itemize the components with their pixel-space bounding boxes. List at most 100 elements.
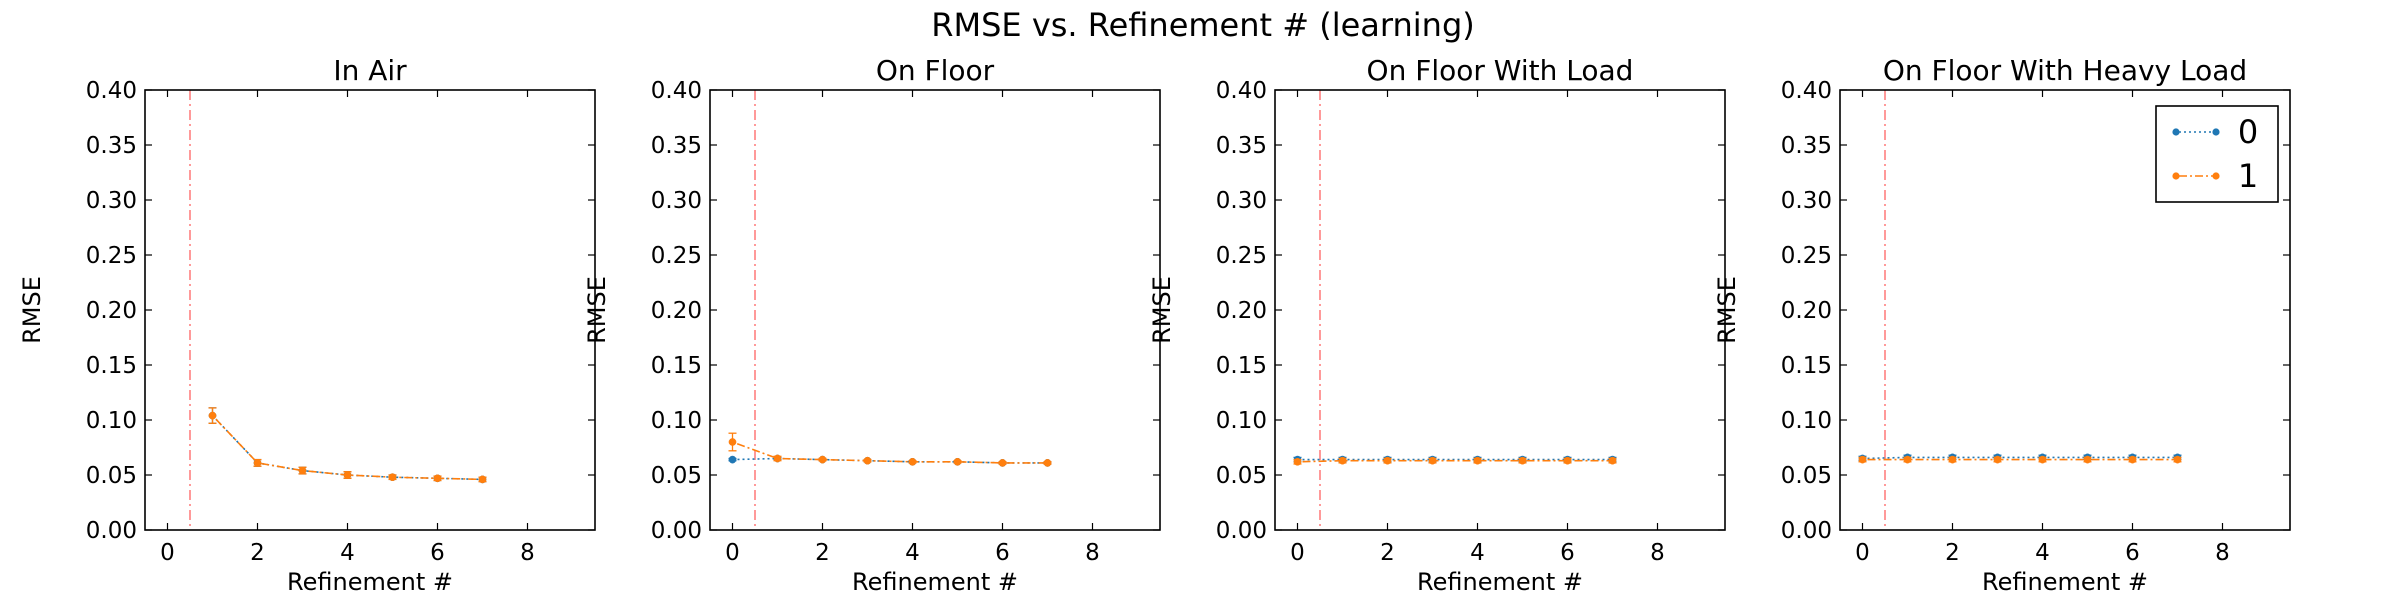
- x-tick-label: 8: [520, 540, 535, 566]
- data-point: [478, 475, 487, 484]
- y-tick-label: 0.30: [86, 188, 137, 214]
- axes-frame: [1274, 89, 1726, 531]
- data-point: [1428, 456, 1437, 465]
- y-tick-label: 0.40: [1781, 78, 1832, 104]
- axes-frame: [709, 89, 1161, 531]
- y-tick-label: 0.25: [86, 243, 137, 269]
- data-point: [863, 456, 872, 465]
- data-point: [1338, 456, 1347, 465]
- y-tick-label: 0.00: [86, 518, 137, 544]
- panel-title: On Floor With Heavy Load: [1883, 54, 2247, 87]
- data-point: [343, 471, 352, 479]
- chart-panel-0: In Air 0.00 0.05 0.10 0.15 0.20 0.25 0.30 0.35 0.…: [18, 54, 596, 596]
- x-tick-label: 6: [2125, 540, 2140, 566]
- legend-marker: [2212, 128, 2220, 136]
- y-tick-label: 0.15: [1781, 353, 1832, 379]
- legend-marker: [2172, 172, 2180, 180]
- x-tick-label: 0: [1290, 540, 1305, 566]
- data-point: [728, 438, 737, 446]
- series-1: [208, 407, 487, 484]
- x-tick-label: 0: [725, 540, 740, 566]
- y-tick-label: 0.15: [1216, 353, 1267, 379]
- data-point: [2173, 455, 2182, 464]
- x-tick-label: 4: [905, 540, 920, 566]
- y-tick-label: 0.15: [86, 353, 137, 379]
- x-tick-label: 8: [1650, 540, 1665, 566]
- y-tick-label: 0.35: [1216, 133, 1267, 159]
- y-tick-label: 0.25: [1216, 243, 1267, 269]
- y-tick-label: 0.05: [1781, 463, 1832, 489]
- panel-title: On Floor: [876, 54, 995, 87]
- x-tick-label: 8: [2215, 540, 2230, 566]
- data-point: [728, 455, 737, 464]
- data-point: [1043, 459, 1052, 467]
- data-point: [1903, 455, 1912, 464]
- y-tick-label: 0.10: [1216, 408, 1267, 434]
- data-point: [1563, 456, 1572, 465]
- data-point: [1383, 456, 1392, 465]
- y-tick-label: 0.40: [651, 78, 702, 104]
- data-point: [773, 454, 782, 463]
- y-tick-label: 0.10: [651, 408, 702, 434]
- data-point: [1518, 456, 1527, 465]
- data-point: [2038, 455, 2047, 464]
- data-point: [2083, 455, 2092, 464]
- data-point: [388, 473, 397, 482]
- data-point: [1473, 456, 1482, 465]
- x-tick-label: 0: [1855, 540, 1870, 566]
- y-tick-label: 0.35: [651, 133, 702, 159]
- y-tick-label: 0.20: [1216, 298, 1267, 324]
- x-tick-label: 8: [1085, 540, 1100, 566]
- data-point: [998, 459, 1007, 467]
- series-line: [211, 415, 483, 481]
- x-tick-label: 2: [815, 540, 830, 566]
- chart-panel-1: On Floor 0.00 0.05 0.10 0.15 0.20 0.25 0.30 0.35…: [583, 54, 1161, 596]
- y-axis-label: RMSE: [583, 276, 611, 344]
- data-point: [953, 457, 962, 466]
- y-tick-label: 0.10: [1781, 408, 1832, 434]
- panel-title: In Air: [333, 54, 407, 87]
- x-axis-label: Refinement #: [852, 568, 1018, 596]
- series-line: [1297, 459, 1613, 463]
- x-tick-label: 4: [2035, 540, 2050, 566]
- y-tick-label: 0.00: [651, 518, 702, 544]
- x-tick-label: 6: [995, 540, 1010, 566]
- data-point: [1948, 455, 1957, 464]
- series-line: [211, 415, 483, 481]
- y-tick-label: 0.00: [1781, 518, 1832, 544]
- y-tick-label: 0.35: [1781, 133, 1832, 159]
- data-point: [208, 411, 217, 420]
- data-point: [1608, 456, 1617, 465]
- data-point: [253, 459, 262, 467]
- y-tick-label: 0.20: [86, 298, 137, 324]
- data-point: [818, 455, 827, 464]
- x-tick-label: 0: [160, 540, 175, 566]
- x-axis-label: Refinement #: [1982, 568, 2148, 596]
- axes-frame: [1839, 89, 2291, 531]
- series-1: [728, 432, 1052, 467]
- axes-frame: [144, 89, 596, 531]
- x-tick-label: 2: [1380, 540, 1395, 566]
- legend-box: [2155, 105, 2279, 203]
- data-point: [433, 474, 442, 483]
- x-tick-label: 6: [1560, 540, 1575, 566]
- legend-label: 1: [2238, 157, 2258, 195]
- y-tick-label: 0.00: [1216, 518, 1267, 544]
- y-tick-label: 0.30: [651, 188, 702, 214]
- x-tick-label: 2: [250, 540, 265, 566]
- data-point: [1858, 455, 1867, 464]
- y-tick-label: 0.20: [1781, 298, 1832, 324]
- y-axis-label: RMSE: [1148, 276, 1176, 344]
- series-1: [1858, 455, 2182, 464]
- x-tick-label: 2: [1945, 540, 1960, 566]
- y-tick-label: 0.30: [1216, 188, 1267, 214]
- legend-marker: [2172, 128, 2180, 136]
- panel-title: On Floor With Load: [1367, 54, 1634, 87]
- legend: 01: [2155, 105, 2279, 203]
- x-tick-label: 4: [1470, 540, 1485, 566]
- x-axis-label: Refinement #: [1417, 568, 1583, 596]
- y-tick-label: 0.05: [651, 463, 702, 489]
- y-axis-label: RMSE: [1713, 276, 1741, 344]
